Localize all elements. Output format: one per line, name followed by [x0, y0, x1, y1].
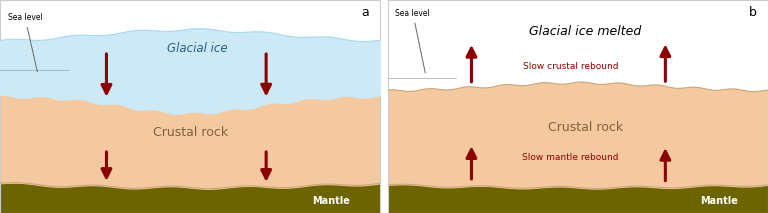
Text: Crustal rock: Crustal rock	[153, 125, 227, 139]
Text: a: a	[361, 6, 369, 19]
Text: Crustal rock: Crustal rock	[548, 121, 623, 134]
Text: Slow crustal rebound: Slow crustal rebound	[522, 62, 618, 71]
Text: b: b	[749, 6, 756, 19]
Text: Sea level: Sea level	[8, 13, 42, 72]
Text: Glacial ice melted: Glacial ice melted	[529, 25, 641, 39]
Text: Slow mantle rebound: Slow mantle rebound	[522, 153, 618, 162]
Text: Sea level: Sea level	[396, 9, 430, 73]
Text: Mantle: Mantle	[312, 196, 349, 206]
Text: Glacial ice: Glacial ice	[167, 42, 228, 56]
Text: Mantle: Mantle	[700, 196, 737, 206]
